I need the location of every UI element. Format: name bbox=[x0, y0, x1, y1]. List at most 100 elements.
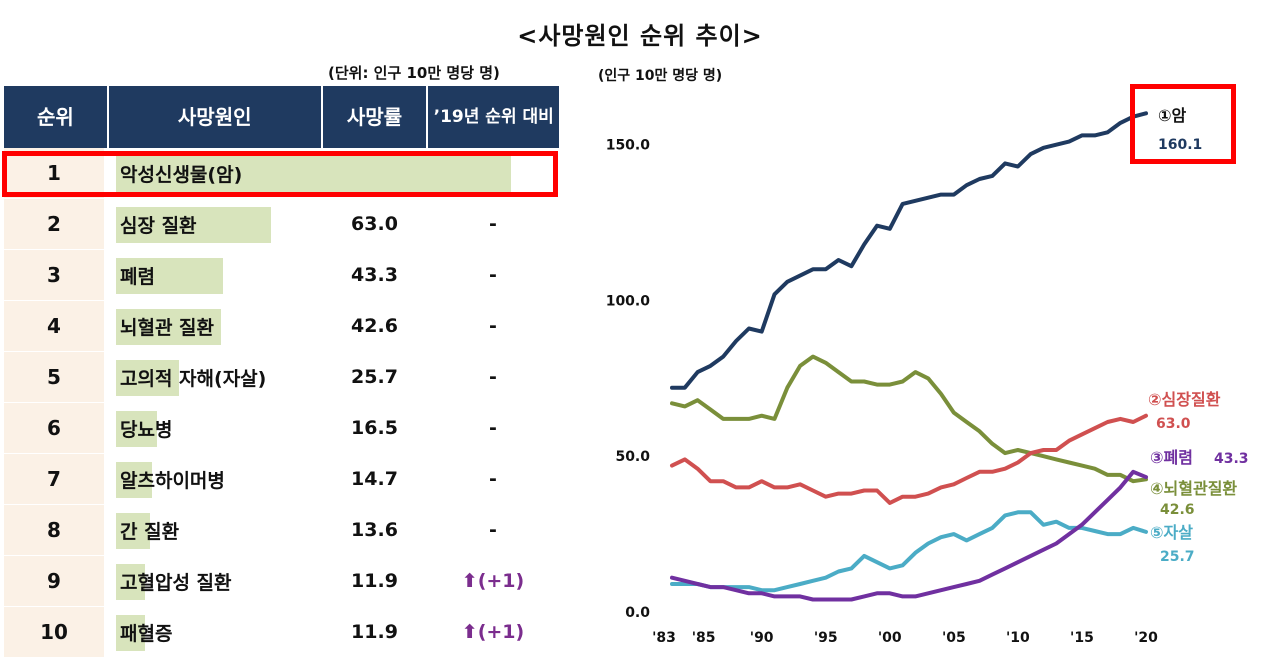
rate-value: 42.6 bbox=[351, 315, 398, 337]
cause-label: 당뇨병 bbox=[120, 418, 173, 441]
rate-value: 63.0 bbox=[351, 213, 398, 235]
rank-change: - bbox=[489, 264, 497, 286]
series-name-label: ①암 bbox=[1158, 106, 1187, 125]
rank-change: - bbox=[489, 417, 497, 439]
x-tick-label: '20 bbox=[1134, 630, 1158, 646]
x-tick-label: '83 bbox=[652, 630, 676, 646]
table-row: 3 폐렴 43.3 - bbox=[4, 250, 559, 301]
series-line bbox=[670, 469, 1148, 602]
table-row: 10 패혈증 11.9 ⬆(+1) bbox=[4, 607, 559, 658]
y-axis-label: (인구 10만 명당 명) bbox=[598, 67, 722, 84]
x-tick-label: '90 bbox=[750, 630, 774, 646]
y-tick-label: 100.0 bbox=[606, 293, 651, 309]
header-rank: 순위 bbox=[4, 86, 109, 148]
table-header-row: 순위 사망원인 사망률 ’19년 순위 대비 bbox=[4, 86, 559, 148]
rank-change: - bbox=[489, 213, 497, 235]
rank-change: ⬆(+1) bbox=[461, 570, 525, 592]
rate-bar bbox=[116, 411, 157, 447]
series-end-value: 160.1 bbox=[1158, 137, 1202, 153]
rank-change: - bbox=[489, 468, 497, 490]
x-tick-label: '00 bbox=[878, 630, 902, 646]
cause-label: 악성신생물(암) bbox=[120, 163, 243, 186]
cause-label: 패혈증 bbox=[120, 622, 173, 645]
y-tick-label: 150.0 bbox=[606, 138, 651, 154]
rank-cell: 10 bbox=[4, 607, 108, 657]
cause-cell: 심장 질환 bbox=[108, 199, 322, 249]
rate-bar bbox=[116, 360, 180, 396]
rank-change: - bbox=[489, 315, 497, 337]
x-tick-label: '10 bbox=[1006, 630, 1030, 646]
rate-value: 43.3 bbox=[351, 264, 398, 286]
header-cause: 사망원인 bbox=[109, 86, 323, 148]
rank-change: - bbox=[489, 366, 497, 388]
rate-value: 13.6 bbox=[351, 519, 398, 541]
rank-cell: 8 bbox=[4, 505, 108, 555]
series-line bbox=[670, 413, 1148, 505]
rank-change: ⬆(+1) bbox=[461, 621, 525, 643]
rate-bar bbox=[116, 309, 222, 345]
cause-label: 알츠하이머병 bbox=[120, 469, 225, 492]
table-row: 6 당뇨병 16.5 - bbox=[4, 403, 559, 454]
rate-bar bbox=[116, 156, 511, 192]
rank-cell: 3 bbox=[4, 250, 108, 300]
page-title: <사망원인 순위 추이> bbox=[517, 22, 763, 50]
x-tick-label: '85 bbox=[692, 630, 716, 646]
cause-cell: 패혈증 bbox=[108, 607, 322, 657]
x-tick-label: '95 bbox=[814, 630, 838, 646]
cause-cell: 알츠하이머병 bbox=[108, 454, 322, 504]
highlight-box-rank1 bbox=[2, 151, 558, 197]
table-row: 4 뇌혈관 질환 42.6 - bbox=[4, 301, 559, 352]
rate-value: 16.5 bbox=[351, 417, 398, 439]
series-end-value: 63.0 bbox=[1156, 416, 1191, 432]
rate-bar bbox=[116, 462, 153, 498]
cause-cell: 간 질환 bbox=[108, 505, 322, 555]
series-line bbox=[670, 510, 1148, 593]
series-name-label: ④뇌혈관질환 bbox=[1150, 479, 1237, 498]
rank-cell: 4 bbox=[4, 301, 108, 351]
cause-cell: 폐렴 bbox=[108, 250, 322, 300]
rate-value: 25.7 bbox=[351, 366, 398, 388]
table-unit-note: (단위: 인구 10만 명당 명) bbox=[328, 64, 500, 82]
rate-value: 11.9 bbox=[351, 621, 398, 643]
cause-rank-table: 순위 사망원인 사망률 ’19년 순위 대비 1악성신생물(암)160.1-2심… bbox=[4, 86, 559, 658]
cause-cell: 당뇨병 bbox=[108, 403, 322, 453]
series-line bbox=[670, 354, 1148, 484]
highlight-box-cancer bbox=[1130, 84, 1236, 164]
header-rate: 사망률 bbox=[323, 86, 429, 148]
cause-cell: 고혈압성 질환 bbox=[108, 556, 322, 606]
series-end-value: 25.7 bbox=[1160, 549, 1195, 565]
cause-cell: 뇌혈관 질환 bbox=[108, 301, 322, 351]
rank-cell: 9 bbox=[4, 556, 108, 606]
cause-cell: 악성신생물(암) bbox=[108, 148, 511, 198]
cause-label: 심장 질환 bbox=[120, 214, 197, 237]
series-end-value: 43.3 bbox=[1214, 451, 1249, 467]
table-row: 7 알츠하이머병 14.7 - bbox=[4, 454, 559, 505]
rank-cell: 5 bbox=[4, 352, 108, 402]
series-end-value: 42.6 bbox=[1160, 502, 1195, 518]
rank-cell: 7 bbox=[4, 454, 108, 504]
series-line bbox=[670, 111, 1148, 390]
table-row: 8 간 질환 13.6 - bbox=[4, 505, 559, 556]
rate-bar bbox=[116, 513, 150, 549]
x-tick-label: '05 bbox=[942, 630, 966, 646]
cause-label: 고혈압성 질환 bbox=[120, 571, 232, 594]
table-row: 5 고의적 자해(자살) 25.7 - bbox=[4, 352, 559, 403]
cause-label: 고의적 자해(자살) bbox=[120, 367, 267, 390]
rate-bar bbox=[116, 207, 272, 243]
table-row: 9 고혈압성 질환 11.9 ⬆(+1) bbox=[4, 556, 559, 607]
series-name-label: ⑤자살 bbox=[1150, 523, 1193, 542]
y-tick-label: 50.0 bbox=[615, 449, 650, 465]
rate-bar bbox=[116, 615, 146, 651]
rate-bar bbox=[116, 564, 146, 600]
rate-value: 14.7 bbox=[351, 468, 398, 490]
rate-value: 11.9 bbox=[351, 570, 398, 592]
header-change: ’19년 순위 대비 bbox=[433, 106, 554, 127]
x-tick-label: '15 bbox=[1070, 630, 1094, 646]
rank-cell: 1 bbox=[4, 148, 108, 198]
rank-cell: 2 bbox=[4, 199, 108, 249]
rank-cell: 6 bbox=[4, 403, 108, 453]
cause-label: 뇌혈관 질환 bbox=[120, 316, 215, 339]
